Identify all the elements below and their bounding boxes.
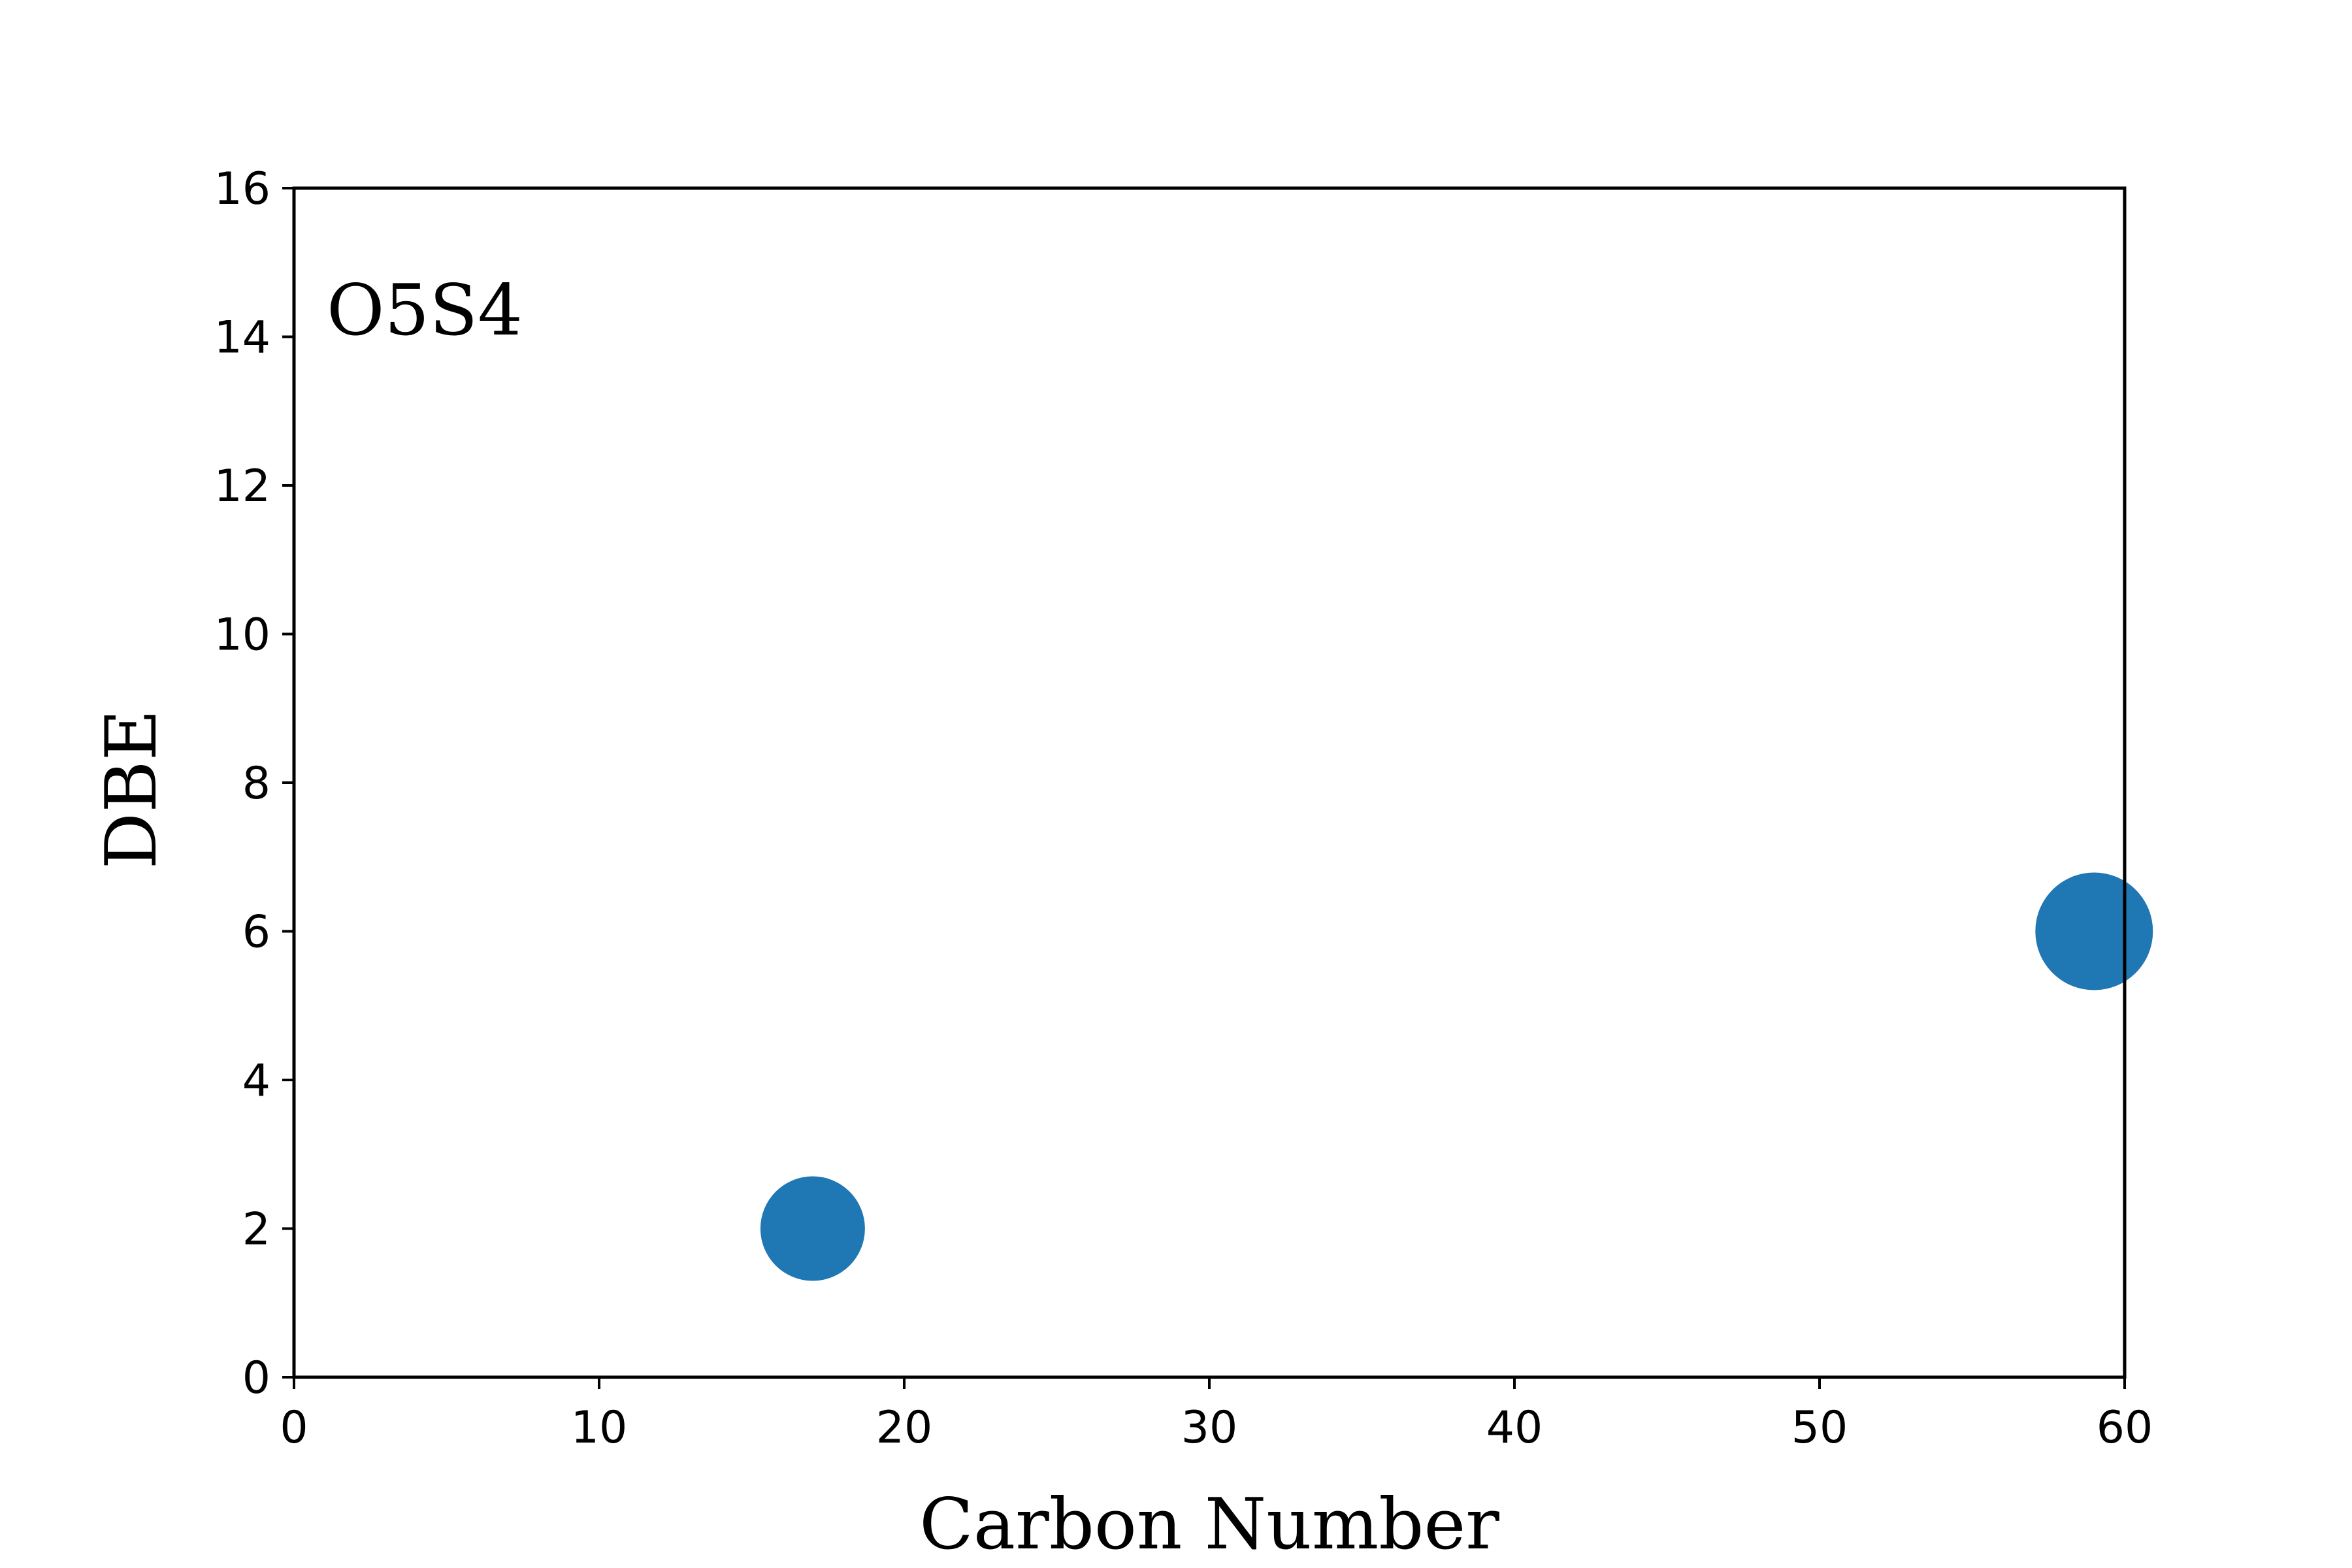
- x-tick-label: 20: [876, 1402, 933, 1454]
- x-tick-label: 40: [1486, 1402, 1543, 1454]
- series-annotation: O5S4: [327, 270, 523, 351]
- scatter-point-1: [760, 1176, 865, 1281]
- y-tick-label: 10: [214, 610, 270, 661]
- x-axis-ticks: 0 10 20 30 40 50 60: [280, 1377, 2153, 1454]
- y-tick-label: 12: [214, 461, 270, 512]
- scatter-point-2: [2035, 872, 2153, 990]
- y-tick-label: 4: [242, 1055, 270, 1107]
- y-tick-label: 8: [242, 758, 270, 809]
- y-axis-title: DBE: [91, 710, 172, 870]
- y-axis-ticks: 0 2 4 6 8 10 12 14 16: [214, 163, 294, 1404]
- y-tick-label: 16: [214, 163, 270, 215]
- x-tick-label: 10: [571, 1402, 628, 1454]
- x-tick-label: 30: [1181, 1402, 1238, 1454]
- x-tick-label: 60: [2097, 1402, 2153, 1454]
- x-axis-title: Carbon Number: [919, 1484, 1499, 1565]
- y-tick-label: 2: [242, 1204, 270, 1256]
- y-tick-label: 6: [242, 907, 270, 958]
- y-tick-label: 14: [214, 312, 270, 364]
- x-tick-label: 50: [1791, 1402, 1848, 1454]
- x-tick-label: 0: [280, 1402, 308, 1454]
- y-tick-label: 0: [242, 1352, 270, 1404]
